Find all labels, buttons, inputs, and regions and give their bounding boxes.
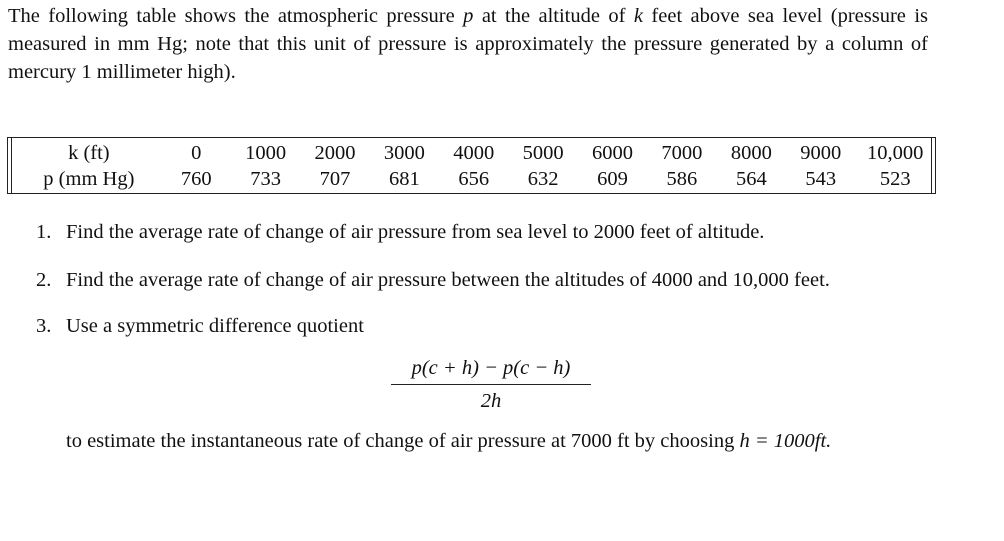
- table-cell: 8000: [730, 141, 772, 164]
- table-cell: 632: [527, 167, 559, 190]
- question-1: 1. Find the average rate of change of air…: [36, 218, 916, 246]
- table-cell: 6000: [592, 141, 634, 164]
- formula-denominator: 2h: [480, 390, 502, 412]
- table-cell: 10,000: [867, 141, 924, 164]
- table-cell: 609: [597, 167, 628, 190]
- table-cell: 5000: [522, 141, 564, 164]
- intro-text: feet above sea level (pressure is measur…: [8, 5, 928, 83]
- table-cell: 564: [735, 167, 767, 190]
- table-cell: 543: [805, 167, 837, 190]
- question-number: 1.: [36, 221, 52, 243]
- question-text: to estimate the instantaneous rate of ch…: [66, 430, 740, 452]
- table-cell: 2000: [314, 141, 356, 164]
- table-cell: 733: [250, 167, 281, 190]
- row-header: k (ft): [68, 141, 110, 164]
- question-list: 1. Find the average rate of change of air…: [36, 218, 916, 455]
- intro-text: The following table shows the atmospheri…: [8, 5, 464, 27]
- table-cell: 7000: [661, 141, 703, 164]
- table-cell: 3000: [383, 141, 425, 164]
- question-number: 2.: [36, 269, 52, 291]
- question-number: 3.: [36, 315, 52, 337]
- var-p: p: [463, 5, 474, 27]
- h-value: h = 1000ft.: [739, 430, 832, 452]
- table-cell: 523: [879, 167, 911, 190]
- question-text: Find the average rate of change of air p…: [66, 221, 765, 243]
- table-cell: 707: [319, 167, 351, 190]
- table-cell: 586: [666, 167, 698, 190]
- table-cell: 4000: [453, 141, 495, 164]
- row-header: p (mm Hg): [43, 167, 135, 190]
- table-cell: 1000: [245, 141, 287, 164]
- question-text: Find the average rate of change of air p…: [66, 269, 830, 291]
- pressure-table: k (ft) 0 1000 2000 3000 4000 5000 6000 7…: [7, 137, 936, 194]
- symmetric-difference-formula: p(c + h) − p(c − h) 2h: [391, 354, 591, 415]
- table-cell: 760: [180, 167, 212, 190]
- table-cell: 656: [458, 167, 490, 190]
- table-row-pressure: p (mm Hg) 760 733 707 681 656 632 609 58…: [16, 166, 935, 192]
- intro-paragraph: The following table shows the atmospheri…: [8, 2, 928, 86]
- var-k: k: [633, 5, 643, 27]
- question-text: Use a symmetric difference quotient: [66, 315, 364, 337]
- question-3: 3. Use a symmetric difference quotient p(…: [36, 312, 916, 455]
- table-row-altitude: k (ft) 0 1000 2000 3000 4000 5000 6000 7…: [16, 140, 935, 166]
- intro-text: at the altitude of: [473, 5, 634, 27]
- question-2: 2. Find the average rate of change of air…: [36, 266, 916, 294]
- table-cell: 9000: [800, 141, 842, 164]
- table-cell: 0: [191, 141, 202, 164]
- table-cell: 681: [388, 167, 420, 190]
- formula-numerator: p(c + h) − p(c − h): [391, 354, 591, 385]
